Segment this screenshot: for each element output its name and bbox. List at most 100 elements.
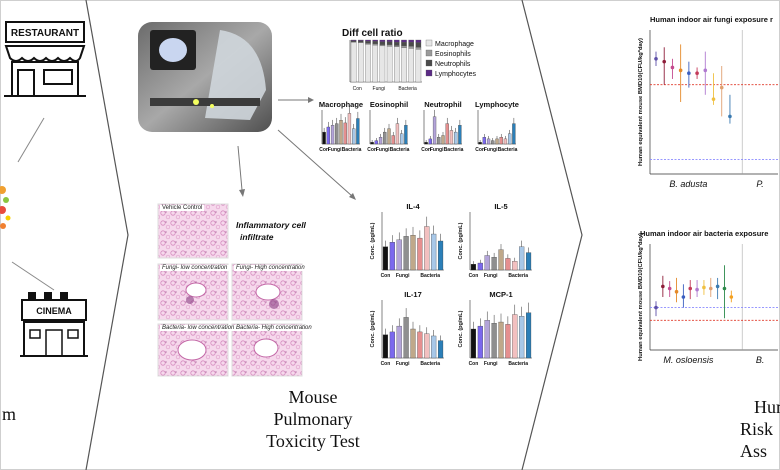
diff-bar-segment [415,39,422,43]
chart-title: Lymphocyte [475,100,519,109]
group-label: Fungi [484,361,498,367]
x-category-label: B. [756,355,765,365]
cinema-label: CINEMA [36,306,72,316]
risk-point [695,71,699,75]
diff-group-label: Fungi [373,86,386,92]
histology-label-bacteria-high: Bacteria- High concentration [234,325,314,331]
group-label: Bacteria [342,147,362,153]
cinema-icon: CINEMA [20,292,88,357]
risk-point [681,295,686,299]
diff-group-label: Con [353,86,362,92]
group-label: Fungi [396,273,410,279]
group-label: Bacteria [508,273,528,279]
diff-chart-title: Diff cell ratio [342,28,403,39]
histology-caption-line2: infiltrate [240,232,274,242]
risk-point [702,285,706,290]
group-label: Bacteria [390,147,410,153]
right-caption-line: Risk Ass [740,419,774,461]
chart-title: IL-5 [494,202,507,211]
legend-swatch [425,39,433,47]
risk-point [688,286,693,291]
histology-label-fungi-low: Fungi- low concentration [160,265,230,271]
middle-caption-line: Pulmonary [273,409,353,429]
bacteria-risk-plot: M. osloensis B. Human equivalent mouse BMD… [638,233,778,365]
risk-point [654,305,658,310]
risk-point [667,286,672,291]
chart-title: IL-17 [404,290,422,299]
restaurant-icon: RESTAURANT [4,21,86,97]
arrow-to-diff [278,97,314,103]
group-label: Fungi [484,273,498,279]
risk-point [674,289,679,294]
group-label: Bacteria [444,147,464,153]
bacteria-risk-title: Human indoor air bacteria exposure [640,229,768,238]
group-label: Con [367,147,377,153]
group-label: Fungi [376,147,390,153]
risk-point [719,85,724,90]
diff-cell-ratio-chart: Con Fungi Bacteria [349,39,422,92]
right-caption-line: Hum [754,397,780,417]
x-category-label: M. osloensis [663,355,714,365]
chart-title: Macrophage [319,100,363,109]
connector-line [17,117,45,163]
group-label: Con [421,147,431,153]
risk-point [708,286,713,291]
cytokine-charts: IL-4 Conc. (pg/mL) Con Fungi Bacteria IL-5 Con… [370,202,532,367]
cytokine-chart-mcp-1: MCP-1 Conc. (pg/mL) Con Fungi Bacteria [458,290,532,367]
legend-label: Eosinophils [435,51,471,58]
group-label: Fungi [430,147,444,153]
histology-vehicle [157,203,229,259]
group-label: Bacteria [420,361,440,367]
y-axis-label: Conc. (pg/mL) [370,222,376,259]
right-caption: Hum Risk Ass [740,396,780,462]
diff-bar-segment [350,39,357,41]
diff-chart-legend: Macrophage Eosinophils Neutrophils Lymphocy… [425,39,476,78]
legend-swatch [425,49,433,57]
diff-bar-segment [365,39,371,42]
diff-bar-segment [379,39,386,42]
risk-point [687,71,691,75]
risk-point [662,59,667,64]
group-label: Fungi [328,147,342,153]
diff-bar-segment [372,39,378,42]
risk-point [715,284,720,289]
risk-point [661,284,665,289]
x-category-label: B. adusta [669,179,707,189]
group-label: Con [475,147,485,153]
diff-group-label: Bacteria [398,86,417,92]
diff-bar-segment [386,39,393,42]
left-caption-fragment: m [2,404,16,424]
chevron-divider-right [521,0,583,470]
lab-photo [138,22,272,132]
chart-title: Eosinophil [370,100,408,109]
middle-caption: Mouse Pulmonary Toxicity Test [258,386,368,452]
risk-point [670,65,675,70]
cytokine-chart-il-5: IL-5 Conc. (pg/mL) Con Fungi Bacteria [458,202,532,279]
middle-caption-line: Toxicity Test [266,431,360,451]
particle-cluster-icon [0,186,11,229]
chevron-divider-left [85,0,129,470]
legend-label: Macrophage [435,41,474,48]
fungi-risk-title: Human indoor air fungi exposure r [650,15,773,24]
arrow-to-histology [237,145,245,197]
risk-point [711,97,716,101]
chart-title: IL-4 [406,202,420,211]
legend-swatch [425,69,433,77]
restaurant-label: RESTAURANT [11,28,79,39]
chart-title: MCP-1 [489,290,512,299]
risk-point [722,286,727,291]
cytokine-chart-il-17: IL-17 Conc. (pg/mL) Con Fungi Bacteria [370,290,444,367]
legend-swatch [425,59,433,67]
y-axis-label: Conc. (pg/mL) [458,222,464,259]
group-label: Con [381,273,391,279]
legend-label: Lymphocytes [435,71,476,78]
cytokine-chart-il-4: IL-4 Conc. (pg/mL) Con Fungi Bacteria [370,202,444,279]
middle-caption-line: Mouse [288,387,338,407]
